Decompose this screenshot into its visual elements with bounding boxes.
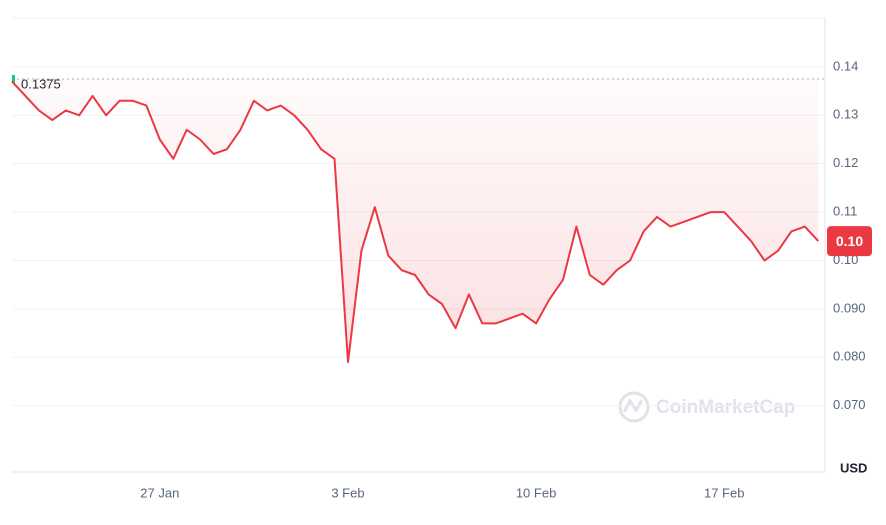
x-tick-label: 27 Jan xyxy=(140,485,179,500)
area-fill xyxy=(12,78,819,363)
y-tick-label: 0.14 xyxy=(833,58,858,73)
currency-label: USD xyxy=(840,460,867,475)
y-tick-label: 0.070 xyxy=(833,397,866,412)
y-tick-label: 0.13 xyxy=(833,107,858,122)
watermark: CoinMarketCap xyxy=(618,391,795,423)
x-tick-label: 3 Feb xyxy=(331,485,364,500)
x-tick-label: 17 Feb xyxy=(704,485,744,500)
y-tick-label: 0.080 xyxy=(833,349,866,364)
y-tick-label: 0.12 xyxy=(833,155,858,170)
y-tick-label: 0.090 xyxy=(833,300,866,315)
y-tick-label: 0.11 xyxy=(833,204,857,219)
current-price-badge xyxy=(827,226,872,257)
watermark-text: CoinMarketCap xyxy=(656,397,795,418)
price-line xyxy=(11,80,820,364)
x-tick-label: 10 Feb xyxy=(516,485,556,500)
current-price-label: 0.10 xyxy=(836,233,863,249)
